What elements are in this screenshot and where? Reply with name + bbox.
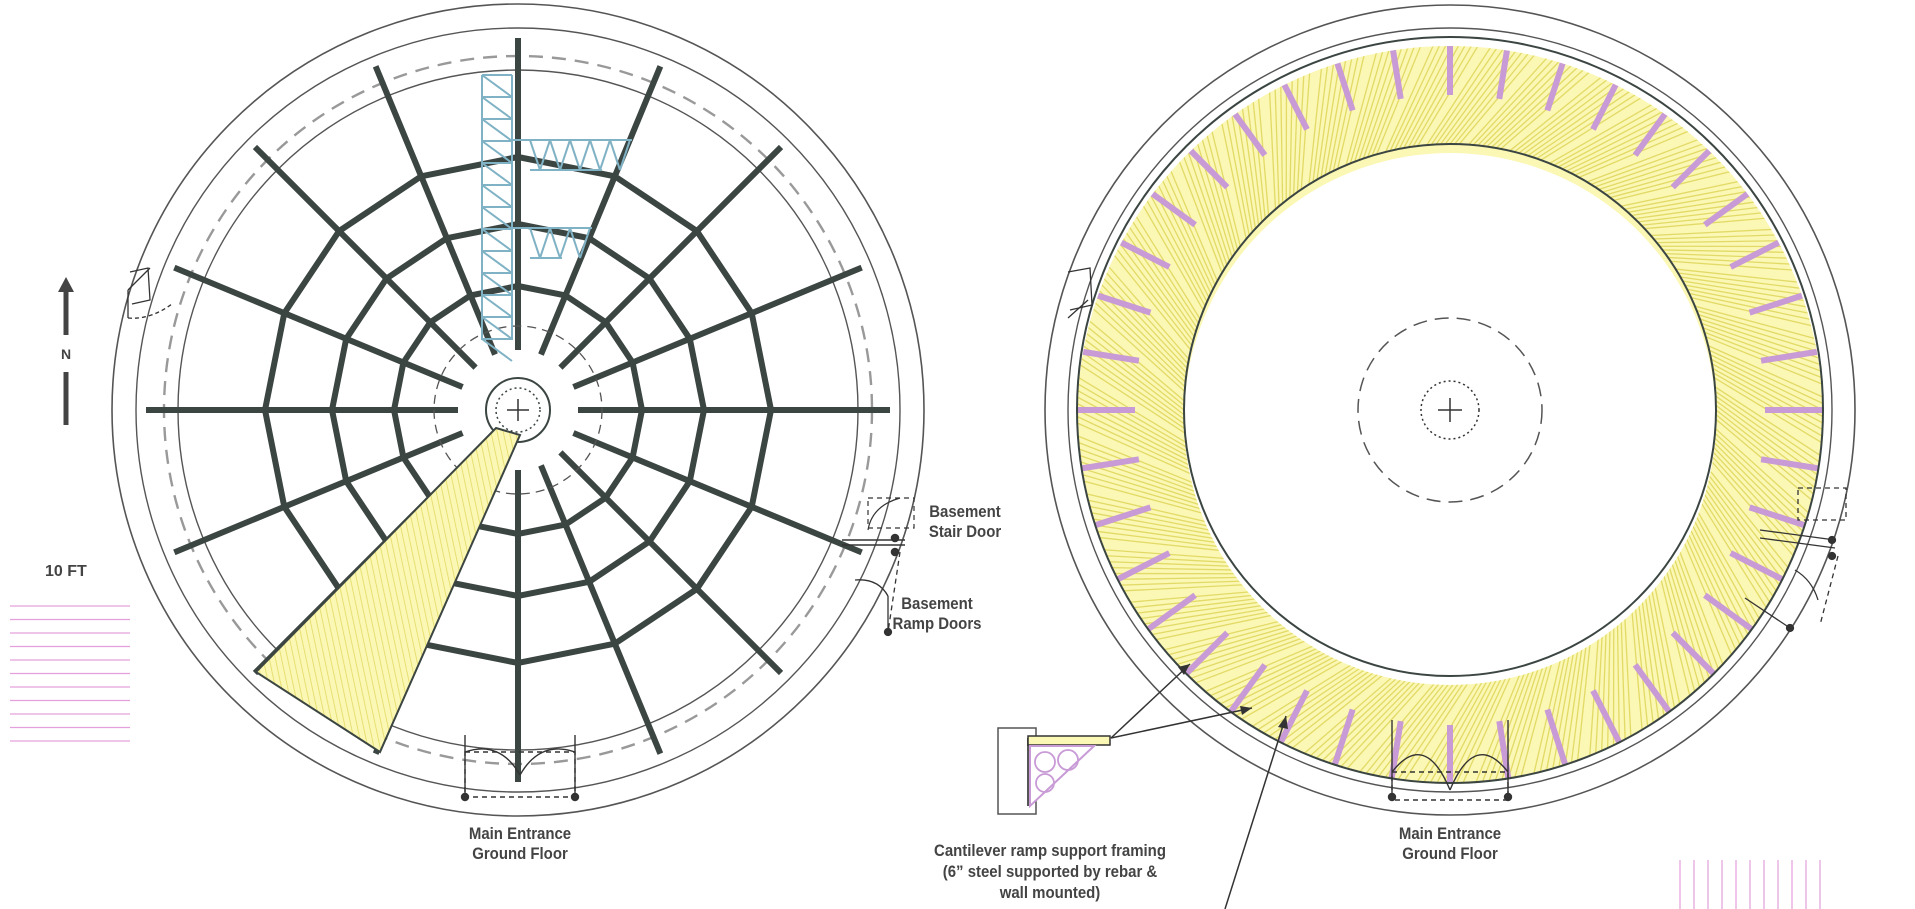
ramp-joist: [1632, 663, 1672, 714]
west-door: [127, 267, 173, 319]
radial-beams: [146, 38, 890, 782]
ramp-joist: [1388, 46, 1404, 100]
inner-wall-line: [135, 27, 901, 793]
ramp-joist: [1544, 708, 1569, 766]
radial-beam: [252, 144, 478, 370]
ramp-joist: [1544, 54, 1569, 112]
ramp-joist: [1331, 54, 1356, 112]
outer-wall: [111, 3, 925, 817]
ramp-joist: [1081, 348, 1140, 364]
radial-beam: [372, 65, 498, 356]
basement-stair-door-label: Basement Stair Door: [928, 502, 1002, 541]
ramp-joist: [1703, 592, 1754, 632]
north-arrow-icon: N: [58, 277, 74, 425]
ramp-joist: [1496, 720, 1512, 779]
ramp-joist: [1670, 144, 1716, 190]
basement-ramp-doors: [854, 551, 901, 637]
main-entrance-left-label: Main Entrance Ground Floor: [468, 824, 572, 863]
radial-beam: [558, 144, 784, 370]
ramp-joist: [1729, 237, 1784, 270]
ramp-joist: [1146, 188, 1197, 228]
radial-beam: [538, 464, 664, 755]
cantilever-label: Cantilever ramp support framing (6” stee…: [934, 841, 1166, 902]
small-dashed-ring-right: [1357, 317, 1543, 503]
ramp-joist: [1146, 592, 1197, 632]
east-doors-right: [1744, 487, 1847, 633]
ramp-joist: [1081, 456, 1140, 472]
main-entrance-doors-left: [460, 735, 580, 802]
main-entrance-right-label: Main Entrance Ground Floor: [1398, 824, 1502, 863]
ramp-joist: [1388, 720, 1404, 779]
ramp-joist: [1331, 708, 1356, 766]
west-door-right: [1067, 267, 1093, 319]
ramp-joist: [1228, 106, 1268, 157]
center-marker: [495, 387, 541, 433]
ramp-joist: [1590, 689, 1623, 744]
radial-beam: [572, 264, 863, 390]
ground-floor-framing-plan: [111, 3, 925, 817]
web-ring: [261, 154, 775, 667]
truss-structure: [481, 74, 632, 362]
scale-bar-vertical: [1679, 860, 1821, 909]
ramp-joist: [1277, 76, 1310, 131]
north-label: N: [61, 346, 71, 362]
radial-beam: [173, 430, 464, 556]
ramp-joist: [1116, 237, 1171, 270]
ramp-wedge: [254, 426, 522, 754]
radial-beam: [558, 450, 784, 676]
ramp-joist: [1496, 46, 1512, 100]
ramp-joist: [1116, 550, 1171, 583]
ramp-joist: [1184, 630, 1230, 676]
ramp-joist: [1632, 106, 1672, 157]
ramp-inner-edge: [1183, 143, 1717, 677]
scale-bar: 10 FT: [10, 563, 130, 742]
basement-stair-door: [842, 497, 915, 557]
ramp-joist: [1760, 348, 1819, 364]
ramp-joist: [1228, 663, 1268, 714]
main-entrance-doors-right: [1387, 720, 1513, 802]
ramp-plan: [1044, 4, 1856, 816]
inner-wall-right: [1067, 27, 1833, 793]
small-dashed-ring: [433, 325, 603, 495]
scale-label: 10 FT: [45, 563, 87, 580]
cantilever-detail: [997, 663, 1288, 909]
ramp-joist: [1670, 630, 1716, 676]
radial-beam: [538, 65, 664, 356]
ramp-joist: [1748, 504, 1806, 529]
ramp-joist: [1094, 291, 1152, 316]
web-ring: [390, 283, 646, 538]
radial-beam: [173, 264, 464, 390]
radial-beam: [572, 430, 863, 556]
basement-ramp-doors-label: Basement Ramp Doors: [892, 594, 982, 633]
ramp-joist: [1094, 504, 1152, 529]
ramp-joist: [1760, 456, 1819, 472]
web-rings: [261, 154, 775, 667]
ramp-joist: [1590, 76, 1623, 131]
ramp-joist: [1277, 689, 1310, 744]
web-ring: [328, 221, 708, 600]
ramp-joist: [1729, 550, 1784, 583]
ramp-joist: [1184, 144, 1230, 190]
ramp-joist: [1748, 291, 1806, 316]
ramp-outer-edge: [1076, 36, 1824, 784]
center-marker-right: [1420, 380, 1480, 440]
ramp-joist: [1703, 188, 1754, 228]
outer-wall-right: [1044, 4, 1856, 816]
